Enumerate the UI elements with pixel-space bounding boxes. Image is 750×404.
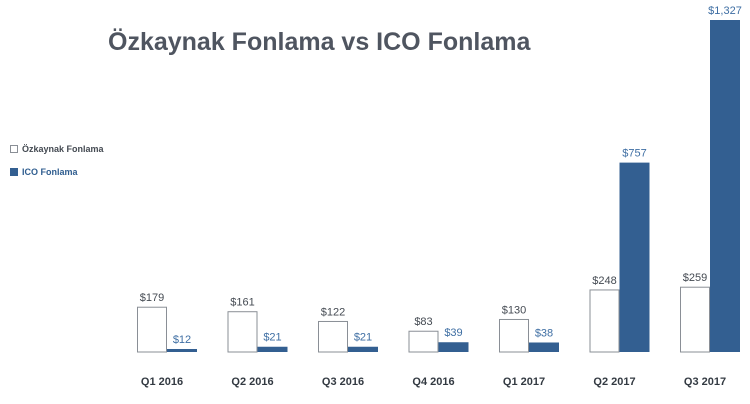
bar-ico-3 xyxy=(438,342,469,352)
x-tick-label-2: Q3 2016 xyxy=(322,376,364,388)
bar-equity-3 xyxy=(408,330,439,353)
data-label-equity-4: $130 xyxy=(502,304,526,316)
bar-ico-0 xyxy=(167,348,197,352)
legend-item-equity: Özkaynak Fonlama xyxy=(10,142,104,156)
data-label-ico-1: $21 xyxy=(263,332,281,344)
legend-swatch-equity xyxy=(10,145,18,153)
bar-ico-1 xyxy=(257,346,288,352)
data-label-ico-0: $12 xyxy=(173,334,191,346)
data-label-equity-6: $259 xyxy=(683,272,707,284)
legend-label-ico: ICO Fonlama xyxy=(22,167,78,177)
bar-equity-2 xyxy=(318,320,348,353)
legend-item-ico: ICO Fonlama xyxy=(10,165,104,179)
bar-equity-1 xyxy=(227,311,258,353)
bar-ico-4 xyxy=(529,342,559,352)
x-tick-label-4: Q1 2017 xyxy=(503,376,545,388)
bar-ico-5 xyxy=(619,162,650,352)
data-label-equity-3: $83 xyxy=(414,316,432,328)
data-label-ico-4: $38 xyxy=(535,327,553,339)
x-tick-label-3: Q4 2016 xyxy=(412,376,454,388)
bar-equity-0 xyxy=(137,306,167,353)
bar-ico-2 xyxy=(348,346,378,352)
legend: Özkaynak Fonlama ICO Fonlama xyxy=(10,142,104,188)
data-label-equity-0: $179 xyxy=(140,292,164,304)
data-label-ico-5: $757 xyxy=(622,148,646,160)
bar-equity-5 xyxy=(589,289,620,353)
chart-title: Özkaynak Fonlama vs ICO Fonlama xyxy=(108,28,531,56)
x-tick-label-5: Q2 2017 xyxy=(593,376,635,388)
x-tick-label-1: Q2 2016 xyxy=(231,376,273,388)
data-label-ico-3: $39 xyxy=(444,327,462,339)
data-label-equity-1: $161 xyxy=(230,297,254,309)
x-tick-label-6: Q3 2017 xyxy=(684,376,726,388)
x-tick-label-0: Q1 2016 xyxy=(141,376,183,388)
data-label-equity-2: $122 xyxy=(321,306,345,318)
data-label-equity-5: $248 xyxy=(592,275,616,287)
bar-equity-4 xyxy=(499,318,529,353)
data-label-ico-6: $1,327 xyxy=(708,5,742,17)
bar-ico-6 xyxy=(710,20,740,352)
data-label-ico-2: $21 xyxy=(354,332,372,344)
legend-label-equity: Özkaynak Fonlama xyxy=(22,144,104,154)
bar-equity-6 xyxy=(680,286,710,353)
legend-swatch-ico xyxy=(10,168,18,176)
